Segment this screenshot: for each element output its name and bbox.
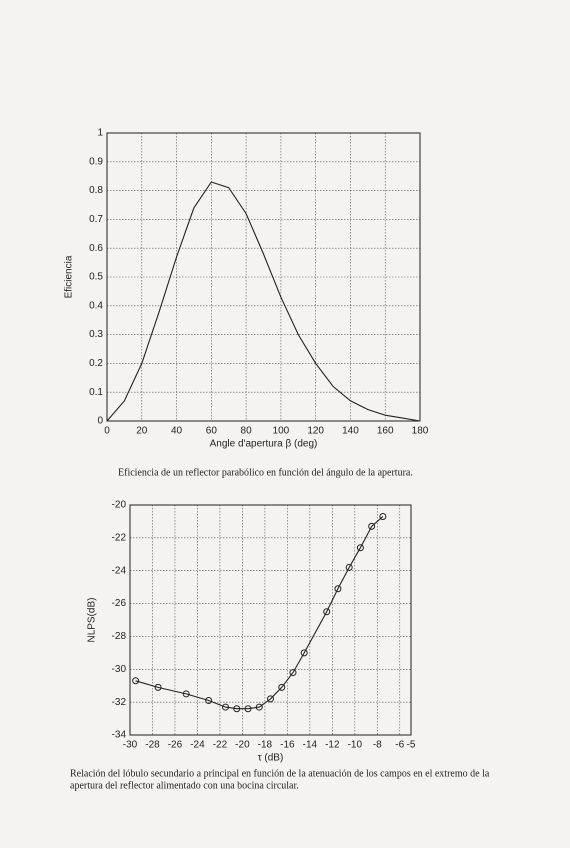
plot-frame [106, 132, 421, 422]
plot-frame [129, 504, 412, 736]
x-axis-label: τ (dB) [258, 753, 284, 764]
x-tick-label: 180 [412, 426, 429, 437]
data-point [255, 703, 263, 711]
x-tick-label: -24 [190, 740, 205, 751]
y-axis-label: Eficiencia [64, 255, 75, 298]
y-tick-label: -26 [112, 598, 127, 609]
x-tick-label: 100 [273, 426, 290, 437]
data-point [154, 683, 162, 691]
data-point [356, 544, 364, 552]
data-point [334, 585, 342, 593]
x-tick-label: -16 [280, 740, 295, 751]
x-tick-label: -20 [235, 740, 250, 751]
x-tick-label: -22 [213, 740, 228, 751]
y-tick-label: 0.3 [89, 329, 103, 340]
data-line [106, 181, 421, 422]
x-tick-label: -14 [303, 740, 318, 751]
y-tick-label: 1 [97, 128, 103, 139]
y-tick-label: -20 [112, 500, 127, 511]
data-point [244, 705, 252, 713]
data-point [205, 697, 213, 704]
y-axis-label: NLPS(dB) [87, 597, 98, 642]
y-tick-label: 0.7 [89, 214, 103, 225]
y-tick-label: 0.4 [89, 300, 103, 311]
y-tick-label: 0.8 [89, 185, 103, 196]
x-tick-label: 60 [206, 426, 218, 437]
y-tick-label: -24 [112, 565, 127, 576]
x-tick-label: 80 [241, 426, 253, 437]
x-tick-label: 160 [377, 426, 394, 437]
x-tick-label: -26 [168, 740, 183, 751]
data-point [323, 608, 331, 616]
x-tick-label: 0 [104, 426, 110, 437]
x-tick-label: -28 [145, 740, 160, 751]
x-tick-label: -10 [348, 740, 363, 751]
data-line [135, 516, 384, 710]
data-point [289, 669, 297, 677]
x-tick-label: -6 [395, 740, 404, 751]
data-point [182, 690, 190, 698]
x-tick-label: -12 [325, 740, 340, 751]
x-tick-label: 120 [307, 426, 324, 437]
y-tick-label: 0.1 [89, 387, 103, 398]
y-tick-label: -22 [112, 532, 127, 543]
figure-caption: Eficiencia de un reflector parabólico en… [118, 467, 413, 478]
x-tick-label: -30 [123, 740, 138, 751]
data-point [267, 695, 274, 703]
y-tick-label: 0.2 [89, 358, 103, 369]
y-tick-label: 0.6 [89, 243, 103, 254]
x-tick-label: -5 [407, 740, 416, 751]
y-tick-label: -34 [112, 730, 127, 741]
x-tick-label: 40 [171, 426, 183, 437]
y-tick-label: -30 [112, 664, 127, 675]
x-tick-label: -8 [373, 740, 382, 751]
x-tick-label: -18 [258, 740, 273, 751]
figure-caption: Relación del lóbulo secundario a princip… [70, 768, 490, 779]
x-tick-label: 140 [342, 426, 359, 437]
data-point [132, 677, 140, 685]
y-tick-label: -28 [112, 631, 127, 642]
y-tick-label: 0 [97, 416, 103, 427]
y-tick-label: 0.9 [89, 156, 103, 167]
y-tick-label: -32 [112, 697, 127, 708]
x-axis-label: Angle d'apertura β (deg) [210, 439, 318, 450]
data-point [222, 703, 230, 711]
data-point [278, 683, 286, 691]
data-point [368, 522, 376, 530]
data-point [233, 705, 241, 713]
data-point [300, 649, 308, 657]
y-tick-label: 0.5 [89, 272, 103, 283]
data-point [345, 563, 353, 571]
figure-caption: apertura del reflector alimentado con un… [70, 780, 299, 791]
x-tick-label: 20 [136, 426, 148, 437]
data-point [379, 513, 387, 520]
